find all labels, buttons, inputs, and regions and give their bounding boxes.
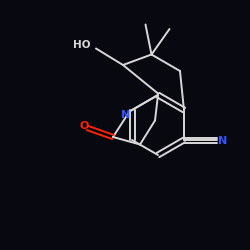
Text: N: N [121,110,130,120]
Text: N: N [218,136,228,146]
Text: HO: HO [74,40,91,50]
Text: O: O [80,121,89,131]
